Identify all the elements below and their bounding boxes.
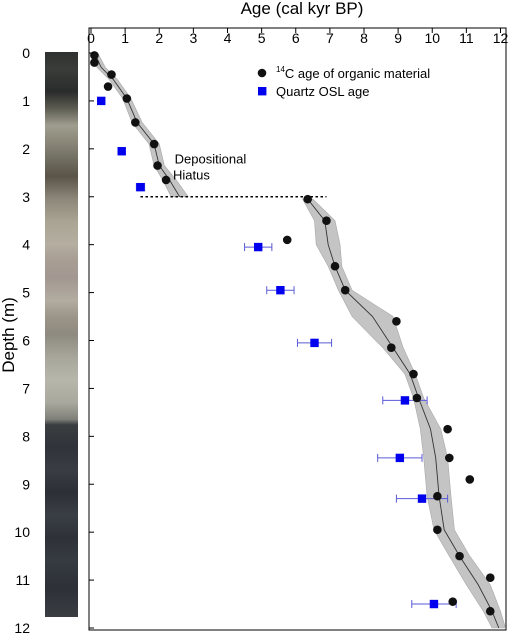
c14-point xyxy=(485,606,495,616)
osl-point xyxy=(395,453,405,463)
x-tick-label: 8 xyxy=(360,30,368,46)
legend-label-c14: 14C age of organic material xyxy=(276,65,430,81)
sediment-core-image xyxy=(45,52,78,617)
c14-point xyxy=(392,317,401,326)
x-tick-label: 5 xyxy=(258,30,266,46)
legend: 14C age of organic material Quartz OSL ag… xyxy=(257,65,430,99)
c14-point xyxy=(153,161,162,170)
c14-point xyxy=(387,343,396,352)
legend-marker-c14 xyxy=(257,68,267,78)
hiatus-label-line: Hiatus xyxy=(173,168,210,183)
c14-point xyxy=(149,139,159,149)
osl-point xyxy=(310,338,319,348)
c14-point xyxy=(303,194,312,204)
hiatus-label: Depositional Hiatus xyxy=(173,152,246,183)
osl-point xyxy=(400,396,410,405)
y-tick-label: 7 xyxy=(22,380,30,396)
x-tick-label: 10 xyxy=(424,30,440,46)
x-tick-label: 11 xyxy=(459,30,474,46)
y-tick-label: 8 xyxy=(22,428,30,444)
y-tick-label: 10 xyxy=(14,524,30,540)
c14-point xyxy=(445,453,454,463)
y-tick-label: 12 xyxy=(14,620,30,636)
osl-point xyxy=(117,147,126,156)
c14-point xyxy=(122,94,132,103)
y-tick-label: 0 xyxy=(22,45,30,61)
x-tick-label: 12 xyxy=(493,30,509,46)
c14-point xyxy=(412,393,422,403)
c14-point xyxy=(90,58,99,67)
c14-point xyxy=(433,491,442,501)
x-tick-label: 9 xyxy=(394,30,402,46)
c14-point xyxy=(340,285,350,295)
x-tick-label: 1 xyxy=(121,30,129,46)
osl-point xyxy=(429,599,439,609)
x-tick-label: 4 xyxy=(224,30,232,46)
y-axis-title: Depth (m) xyxy=(0,297,18,373)
x-tick-label: 2 xyxy=(155,30,163,46)
x-axis-title: Age (cal kyr BP) xyxy=(241,0,364,18)
c14-point xyxy=(465,475,475,484)
c14-point xyxy=(448,597,458,606)
x-tick-label: 7 xyxy=(326,30,334,46)
c14-point xyxy=(282,235,292,245)
c14-point xyxy=(107,70,116,79)
y-tick-label: 4 xyxy=(22,237,30,253)
legend-label-c14-superscript: 14 xyxy=(276,65,285,74)
y-tick-label: 5 xyxy=(22,285,30,301)
x-tick-label: 0 xyxy=(87,30,95,46)
c14-point xyxy=(322,216,331,226)
data-points xyxy=(90,51,495,616)
c14-point xyxy=(330,261,340,271)
y-tick-label: 2 xyxy=(22,141,30,157)
depositional-hiatus: Depositional Hiatus xyxy=(140,152,327,198)
y-tick-label: 6 xyxy=(22,333,30,349)
osl-point xyxy=(276,285,285,295)
y-tick-label: 3 xyxy=(22,189,30,205)
legend-marker-osl xyxy=(258,87,267,96)
c14-point xyxy=(161,175,171,185)
y-tick-label: 1 xyxy=(22,93,30,109)
x-tick-label: 6 xyxy=(292,30,300,46)
plot-frame xyxy=(88,27,507,631)
c14-point xyxy=(131,118,140,127)
osl-point xyxy=(97,96,106,106)
age-model-ribbons xyxy=(90,52,507,629)
y-tick-label: 9 xyxy=(22,476,30,492)
osl-point xyxy=(417,494,427,503)
hiatus-label-line: Depositional xyxy=(175,152,247,167)
c14-point xyxy=(443,424,452,434)
age-model-ribbon-lower xyxy=(302,198,507,629)
legend-label-osl: Quartz OSL age xyxy=(276,84,369,99)
osl-point xyxy=(136,182,145,192)
c14-point xyxy=(485,573,495,582)
c14-point xyxy=(409,369,418,379)
y-tick-label: 11 xyxy=(15,572,30,588)
osl-point xyxy=(254,242,263,252)
x-tick-label: 3 xyxy=(189,30,197,46)
c14-point xyxy=(433,525,442,535)
c14-point xyxy=(103,82,113,91)
c14-point xyxy=(455,551,464,561)
legend-label-c14-text: C age of organic material xyxy=(285,66,430,81)
x-axis: 0 1 2 3 4 5 6 7 8 9 10 11 12 xyxy=(87,28,508,46)
